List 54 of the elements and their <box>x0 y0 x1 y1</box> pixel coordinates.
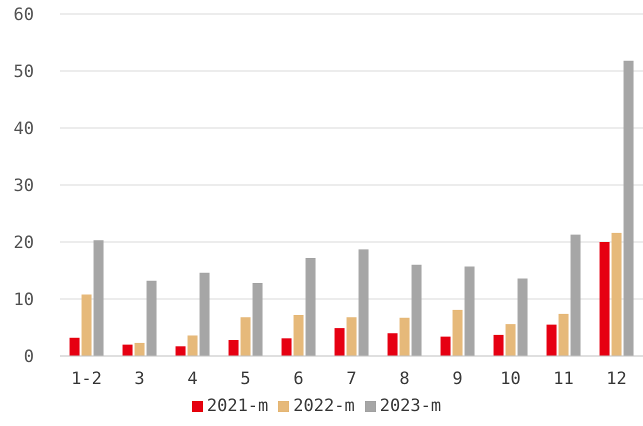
bar <box>134 342 145 356</box>
x-tick-label: 5 <box>240 369 251 390</box>
x-tick-label: 4 <box>187 369 198 390</box>
bar <box>146 280 157 356</box>
bar <box>122 344 133 356</box>
x-tick-label: 9 <box>452 369 463 390</box>
bar <box>612 232 622 356</box>
bar <box>600 242 610 356</box>
bar <box>252 283 263 356</box>
x-tick-label: 8 <box>399 369 410 390</box>
bar <box>200 272 210 356</box>
x-tick-label: 3 <box>134 369 145 390</box>
bar <box>570 234 581 356</box>
bar <box>518 278 528 356</box>
bar <box>82 294 92 356</box>
bar <box>282 338 292 356</box>
bar <box>346 317 357 356</box>
bar <box>358 249 369 356</box>
bar <box>506 324 516 356</box>
y-tick-label: 10 <box>14 290 34 310</box>
x-tick-label: 12 <box>606 369 627 390</box>
y-tick-label: 20 <box>14 233 34 254</box>
bar <box>94 240 104 356</box>
bar <box>388 333 398 356</box>
bar <box>546 324 557 356</box>
x-tick-label: 10 <box>500 369 521 390</box>
bar <box>228 340 239 356</box>
bar <box>412 264 422 356</box>
x-tick-label: 7 <box>346 369 357 390</box>
x-tick-label: 6 <box>293 369 304 390</box>
y-tick-label: 50 <box>14 62 34 82</box>
x-tick-label: 11 <box>553 369 574 390</box>
legend-label: 2023-m <box>380 396 442 416</box>
bar <box>188 335 198 356</box>
bar <box>464 266 475 356</box>
bar <box>294 314 304 356</box>
legend-label: 2021-m <box>206 396 268 416</box>
bar <box>176 346 186 356</box>
bar <box>558 314 569 356</box>
bar <box>624 60 634 356</box>
y-tick-label: 60 <box>14 5 34 26</box>
bar <box>452 310 463 356</box>
bar <box>70 338 80 356</box>
bar <box>400 318 410 356</box>
legend-label: 2022-m <box>293 396 355 416</box>
bar <box>440 336 451 356</box>
bar <box>306 258 316 356</box>
bar <box>494 334 504 356</box>
bar <box>240 317 251 356</box>
bar <box>334 328 345 356</box>
x-tick-label: 1-2 <box>71 369 102 390</box>
y-tick-label: 30 <box>14 176 34 196</box>
y-tick-label: 0 <box>24 347 34 368</box>
y-tick-label: 40 <box>14 119 34 140</box>
